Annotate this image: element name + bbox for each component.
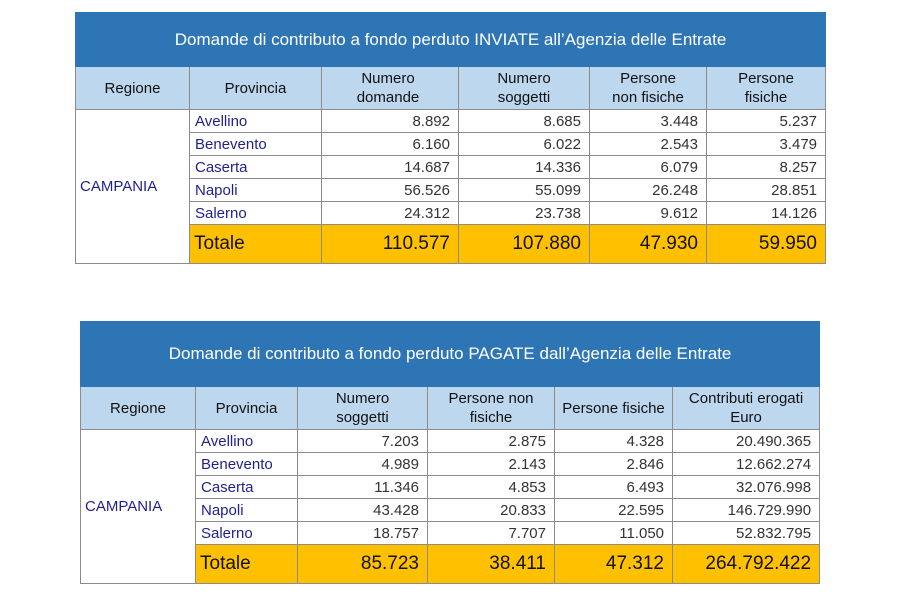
total-value: 38.411 [427,544,555,584]
total-label: Totale [189,224,322,264]
value-cell: 3.479 [705,132,827,156]
value-cell: 12.662.274 [671,452,821,476]
total-row: Totale 110.577 107.880 47.930 59.950 [76,224,827,264]
value-cell: 8.685 [458,109,590,133]
province-cell: Benevento [195,452,298,476]
region-cell: CAMPANIA [80,429,196,584]
value-cell: 32.076.998 [671,475,821,499]
province-cell: Avellino [189,109,322,133]
value-cell: 4.989 [297,452,428,476]
table-row: Caserta 11.346 4.853 6.493 32.076.998 [81,475,821,499]
value-cell: 8.257 [705,155,827,179]
total-value: 264.792.422 [671,544,821,584]
total-value: 110.577 [321,224,459,264]
value-cell: 6.079 [589,155,707,179]
value-cell: 20.833 [427,498,555,522]
value-cell: 52.832.795 [671,521,821,545]
value-cell: 9.612 [589,201,707,225]
column-header-provincia: Provincia [195,386,298,430]
value-cell: 2.143 [427,452,555,476]
value-cell: 22.595 [554,498,673,522]
table-row: Benevento 6.160 6.022 2.543 3.479 [76,132,827,156]
value-cell: 6.160 [321,132,459,156]
value-cell: 2.875 [427,429,555,453]
value-cell: 4.853 [427,475,555,499]
table-title: Domande di contributo a fondo perduto PA… [79,321,821,387]
region-cell: CAMPANIA [75,109,190,264]
column-header-regione: Regione [80,386,196,430]
value-cell: 20.490.365 [671,429,821,453]
value-cell: 28.851 [705,178,827,202]
value-cell: 6.022 [458,132,590,156]
value-cell: 11.050 [554,521,673,545]
value-cell: 14.336 [458,155,590,179]
table-row: Caserta 14.687 14.336 6.079 8.257 [76,155,827,179]
column-header-numero-soggetti: Numero soggetti [297,386,428,430]
total-row: Totale 85.723 38.411 47.312 264.792.422 [81,544,821,584]
table-row: Napoli 56.526 55.099 26.248 28.851 [76,178,827,202]
column-header-regione: Regione [75,66,190,110]
table-pagate: Domande di contributo a fondo perduto PA… [79,321,821,584]
value-cell: 6.493 [554,475,673,499]
total-value: 85.723 [297,544,428,584]
value-cell: 11.346 [297,475,428,499]
value-cell: 14.687 [321,155,459,179]
value-cell: 3.448 [589,109,707,133]
value-cell: 26.248 [589,178,707,202]
value-cell: 23.738 [458,201,590,225]
province-cell: Napoli [195,498,298,522]
province-cell: Salerno [189,201,322,225]
table-row: CAMPANIA Avellino 8.892 8.685 3.448 5.23… [75,109,827,264]
column-header-numero-domande: Numero domande [321,66,459,110]
total-label: Totale [195,544,298,584]
province-cell: Avellino [195,429,298,453]
value-cell: 146.729.990 [671,498,821,522]
value-cell: 4.328 [554,429,673,453]
total-value: 47.930 [589,224,707,264]
total-value: 107.880 [458,224,590,264]
column-header-persone-fisiche: Persone fisiche [705,66,827,110]
value-cell: 7.707 [427,521,555,545]
value-cell: 24.312 [321,201,459,225]
table-inviate: Domande di contributo a fondo perduto IN… [74,12,827,264]
value-cell: 43.428 [297,498,428,522]
province-cell: Benevento [189,132,322,156]
column-header-provincia: Provincia [189,66,322,110]
table-row: Salerno 24.312 23.738 9.612 14.126 [76,201,827,225]
table-row: Napoli 43.428 20.833 22.595 146.729.990 [81,498,821,522]
province-cell: Napoli [189,178,322,202]
total-value: 59.950 [705,224,827,264]
table-row: CAMPANIA Avellino 7.203 2.875 4.328 20.4… [80,429,821,584]
value-cell: 8.892 [321,109,459,133]
value-cell: 2.846 [554,452,673,476]
value-cell: 14.126 [705,201,827,225]
value-cell: 55.099 [458,178,590,202]
column-header-persone-non-fisiche: Persone non fisiche [427,386,555,430]
value-cell: 7.203 [297,429,428,453]
total-value: 47.312 [554,544,673,584]
province-cell: Caserta [189,155,322,179]
table-title: Domande di contributo a fondo perduto IN… [74,12,827,67]
column-header-numero-soggetti: Numero soggetti [458,66,590,110]
province-cell: Caserta [195,475,298,499]
value-cell: 2.543 [589,132,707,156]
province-cell: Salerno [195,521,298,545]
column-header-persone-fisiche: Persone fisiche [554,386,673,430]
value-cell: 18.757 [297,521,428,545]
value-cell: 56.526 [321,178,459,202]
value-cell: 5.237 [705,109,827,133]
column-header-persone-non-fisiche: Persone non fisiche [589,66,707,110]
column-header-contributi-erogati: Contributi erogati Euro [671,386,821,430]
